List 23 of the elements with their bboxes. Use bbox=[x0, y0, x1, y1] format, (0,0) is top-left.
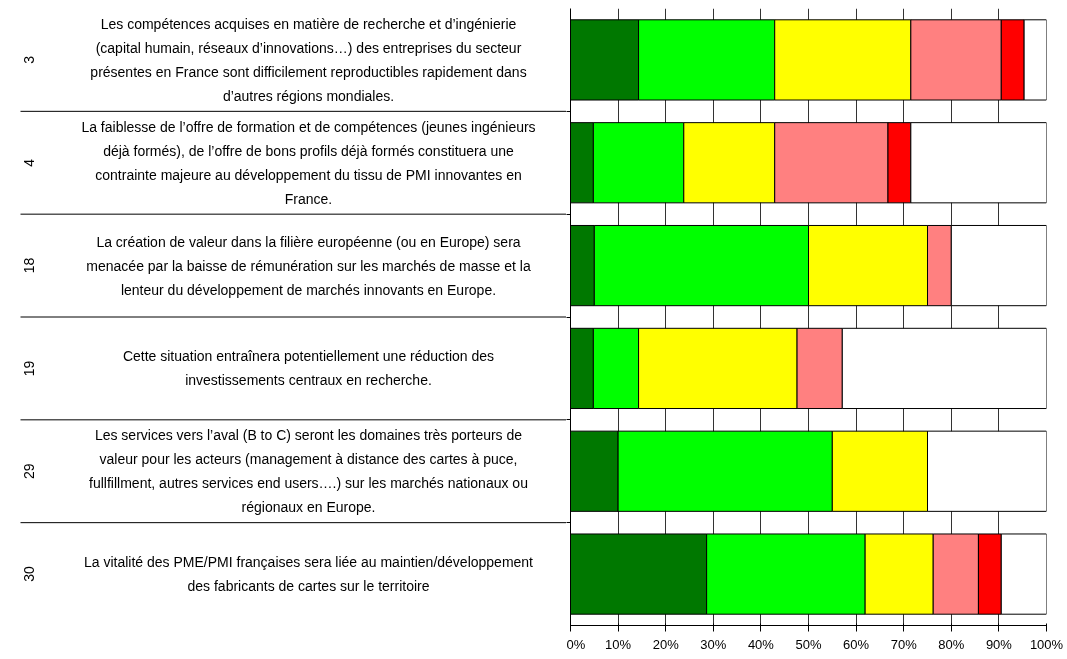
x-tick-label: 30% bbox=[700, 636, 727, 652]
y-tick-label: Les compétences acquises en matière de recherche et d’ingénierie (capital humain, réseaux d’innovations…) des entreprises du secteur présentes en France sont difficilement reproductibles rapidement dans d’autres régions mondiales. bbox=[90, 15, 527, 104]
text: 18 bbox=[20, 257, 37, 274]
text: 19 bbox=[20, 360, 37, 377]
x-tick-label: 80% bbox=[938, 636, 965, 652]
x-tick-label: 70% bbox=[890, 636, 918, 652]
y-tick-label: Cette situation entraînera potentiellement une réduction des investissements centraux en recherche. bbox=[122, 348, 495, 389]
x-tick-label: 50% bbox=[795, 636, 822, 652]
y-tick-label: La vitalité des PME/PMI françaises sera liée au maintien/développement des fabricants de cartes sur le territoire bbox=[83, 554, 534, 595]
x-tick-label: 10% bbox=[605, 636, 632, 652]
text: 3 bbox=[20, 55, 37, 64]
x-tick-label: 0% bbox=[566, 636, 586, 652]
y-tick-label: La faiblesse de l’offre de formation et de compétences (jeunes ingénieurs déjà formés), de l’offre de bons profils déjà formés constituera une contrainte majeure au développement du tissu de PMI innovantes en France. bbox=[81, 118, 536, 207]
x-tick-label: 40% bbox=[747, 636, 775, 652]
text: 4 bbox=[20, 158, 37, 167]
y-tick-label: Les services vers l’aval (B to C) seront les domaines très porteurs de valeur pour les acteurs (management à distance des cartes à puce, fullfillment, autres services end users….) sur les marchés nationaux ou régionaux en Europe. bbox=[89, 427, 528, 516]
text: 30 bbox=[20, 566, 37, 582]
x-tick-label: 100% bbox=[1029, 636, 1064, 652]
y-tick-label: La création de valeur dans la filière européenne (ou en Europe) sera menacée par la baisse de rémunération sur les marchés de masse et la lenteur du développement de marchés innovants en Europe. bbox=[86, 233, 531, 298]
x-tick-label: 60% bbox=[843, 636, 870, 652]
text: 29 bbox=[20, 463, 37, 480]
x-tick-label: 20% bbox=[652, 636, 680, 652]
x-tick-label: 90% bbox=[985, 636, 1013, 652]
